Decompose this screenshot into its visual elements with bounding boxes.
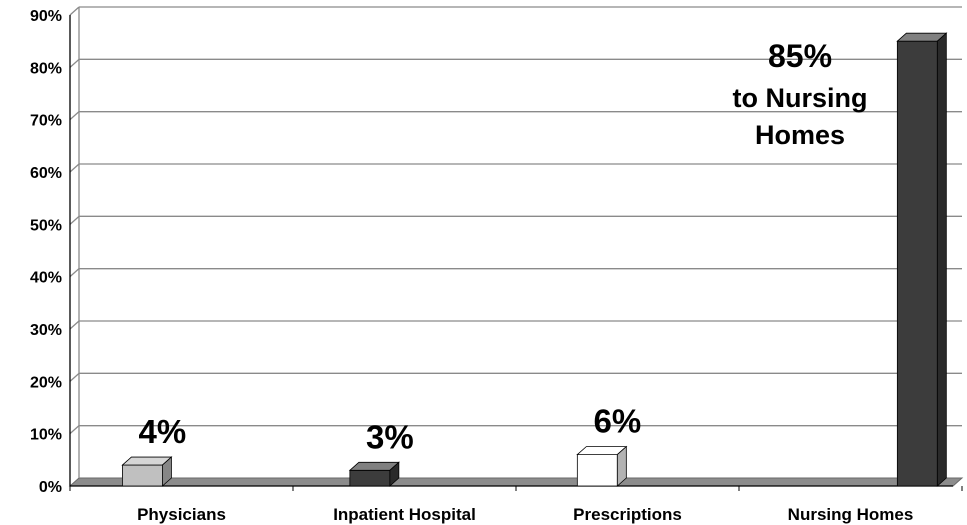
y-tick-label: 50%	[30, 217, 62, 234]
bars	[121, 32, 948, 487]
bar-side	[936, 32, 947, 487]
labels: 0% 10% 20% 30% 40% 50% 60% 70% 80% 90% Physicians 4…	[30, 8, 913, 524]
gridline-depth	[69, 111, 80, 121]
bar-front	[896, 40, 938, 487]
bar-side	[389, 461, 400, 487]
y-tick-label: 30%	[30, 322, 62, 339]
bar-front	[349, 469, 391, 487]
gridline-depth	[69, 163, 80, 173]
data-label: 3%	[366, 418, 414, 455]
bar-side	[616, 445, 627, 487]
bar	[121, 456, 173, 487]
gridline-depth	[69, 425, 80, 435]
annotation-value: 85%	[768, 38, 832, 74]
x-category-label: Physicians	[137, 505, 226, 524]
gridline-depth	[69, 215, 80, 225]
floor-plane	[68, 477, 964, 487]
bar-side	[162, 456, 172, 487]
y-tick-label: 90%	[30, 8, 62, 25]
bar	[896, 32, 948, 487]
bar-front	[122, 464, 163, 487]
gridline-depth	[69, 268, 80, 278]
y-tick-label: 40%	[30, 270, 62, 287]
annotation-line-2: Homes	[755, 120, 845, 150]
x-category-label: Prescriptions	[573, 505, 682, 524]
data-label: 4%	[139, 413, 187, 450]
gridlines	[69, 6, 962, 435]
annotation: 85% to Nursing Homes	[733, 38, 868, 150]
annotation-line-1: to Nursing	[733, 83, 868, 113]
y-tick-label: 0%	[39, 479, 62, 496]
gridline-depth	[69, 320, 80, 330]
gridline-depth	[69, 372, 80, 382]
bar	[576, 445, 628, 487]
axes	[69, 7, 963, 491]
data-label: 6%	[593, 403, 641, 440]
y-tick-label: 70%	[30, 113, 62, 130]
gridline-depth	[69, 58, 80, 68]
chart-floor	[68, 477, 964, 487]
bar-front	[576, 454, 618, 487]
gridline-depth	[69, 6, 80, 16]
y-tick-label: 20%	[30, 374, 62, 391]
x-category-label: Nursing Homes	[788, 505, 914, 524]
x-category-label: Inpatient Hospital	[333, 505, 476, 524]
bar	[348, 461, 400, 487]
y-tick-label: 10%	[30, 427, 62, 444]
y-tick-label: 60%	[30, 165, 62, 182]
y-tick-label: 80%	[30, 60, 62, 77]
